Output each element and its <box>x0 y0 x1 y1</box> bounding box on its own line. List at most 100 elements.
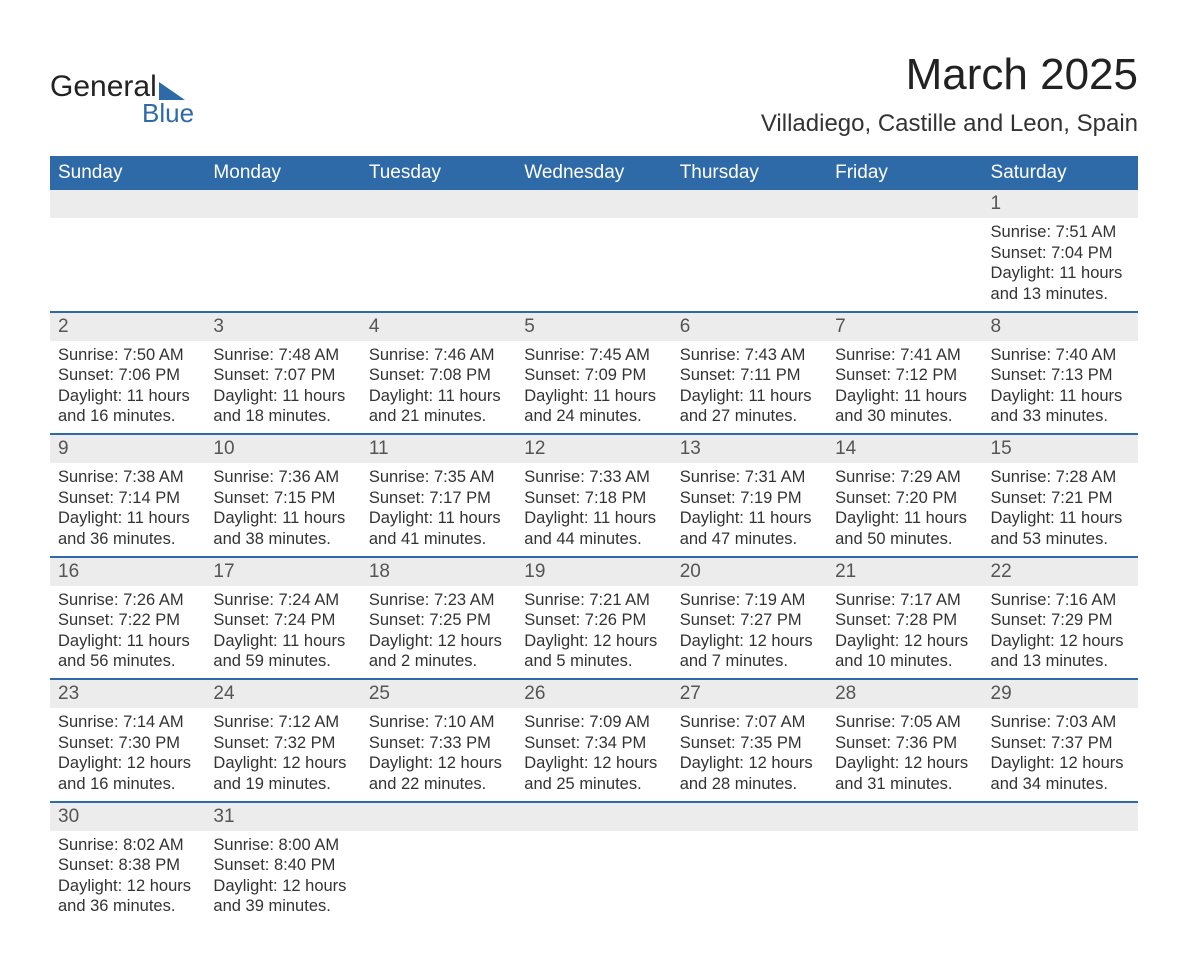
calendar-cell-top: 3 <box>205 312 360 341</box>
calendar-cell-top: 4 <box>361 312 516 341</box>
calendar-cell-top <box>50 190 205 218</box>
daylight-line: Daylight: 12 hours and 2 minutes. <box>369 631 508 672</box>
calendar-cell-top <box>983 802 1138 831</box>
calendar-cell-body: Sunrise: 8:02 AMSunset: 8:38 PMDaylight:… <box>50 831 205 924</box>
calendar-cell-body: Sunrise: 8:00 AMSunset: 8:40 PMDaylight:… <box>205 831 360 924</box>
daylight-line: Daylight: 12 hours and 5 minutes. <box>524 631 663 672</box>
day-number: 10 <box>205 435 360 463</box>
day-number: 16 <box>50 558 205 586</box>
day-number: 8 <box>983 313 1138 341</box>
day-number: 31 <box>205 803 360 831</box>
sunset-line: Sunset: 7:12 PM <box>835 365 974 386</box>
calendar-cell-body <box>983 831 1138 924</box>
day-cell: Sunrise: 7:46 AMSunset: 7:08 PMDaylight:… <box>361 341 516 434</box>
calendar-cell-top <box>516 190 671 218</box>
day-number: 3 <box>205 313 360 341</box>
calendar-cell-top: 1 <box>983 190 1138 218</box>
day-number: 25 <box>361 680 516 708</box>
sunset-line: Sunset: 7:37 PM <box>991 733 1130 754</box>
sunrise-line: Sunrise: 7:21 AM <box>524 590 663 611</box>
day-cell: Sunrise: 7:14 AMSunset: 7:30 PMDaylight:… <box>50 708 205 801</box>
sunset-line: Sunset: 7:08 PM <box>369 365 508 386</box>
daylight-line: Daylight: 12 hours and 7 minutes. <box>680 631 819 672</box>
sunset-line: Sunset: 7:19 PM <box>680 488 819 509</box>
day-cell: Sunrise: 8:02 AMSunset: 8:38 PMDaylight:… <box>50 831 205 924</box>
logo-text-a: General <box>50 70 157 104</box>
day-cell: Sunrise: 7:33 AMSunset: 7:18 PMDaylight:… <box>516 463 671 556</box>
day-cell: Sunrise: 8:00 AMSunset: 8:40 PMDaylight:… <box>205 831 360 924</box>
calendar-cell-body <box>50 218 205 312</box>
calendar-cell-top: 17 <box>205 557 360 586</box>
sunrise-line: Sunrise: 7:24 AM <box>213 590 352 611</box>
calendar-cell-body <box>361 218 516 312</box>
calendar-cell-top: 2 <box>50 312 205 341</box>
calendar-cell-top: 20 <box>672 557 827 586</box>
day-number: 23 <box>50 680 205 708</box>
calendar-cell-top: 14 <box>827 434 982 463</box>
daylight-line: Daylight: 12 hours and 28 minutes. <box>680 753 819 794</box>
day-number: 28 <box>827 680 982 708</box>
daylight-line: Daylight: 12 hours and 25 minutes. <box>524 753 663 794</box>
sunset-line: Sunset: 7:17 PM <box>369 488 508 509</box>
calendar-cell-body: Sunrise: 7:46 AMSunset: 7:08 PMDaylight:… <box>361 341 516 435</box>
daylight-line: Daylight: 11 hours and 21 minutes. <box>369 386 508 427</box>
sunrise-line: Sunrise: 7:33 AM <box>524 467 663 488</box>
sunset-line: Sunset: 7:21 PM <box>991 488 1130 509</box>
sunset-line: Sunset: 7:34 PM <box>524 733 663 754</box>
day-cell: Sunrise: 7:38 AMSunset: 7:14 PMDaylight:… <box>50 463 205 556</box>
day-number: 11 <box>361 435 516 463</box>
sunset-line: Sunset: 7:11 PM <box>680 365 819 386</box>
calendar-cell-top: 30 <box>50 802 205 831</box>
sunset-line: Sunset: 7:28 PM <box>835 610 974 631</box>
calendar-cell-top: 12 <box>516 434 671 463</box>
calendar-cell-body: Sunrise: 7:43 AMSunset: 7:11 PMDaylight:… <box>672 341 827 435</box>
daylight-line: Daylight: 12 hours and 16 minutes. <box>58 753 197 794</box>
sunset-line: Sunset: 7:32 PM <box>213 733 352 754</box>
calendar-cell-body: Sunrise: 7:10 AMSunset: 7:33 PMDaylight:… <box>361 708 516 802</box>
sunrise-line: Sunrise: 7:48 AM <box>213 345 352 366</box>
calendar-cell-body: Sunrise: 7:05 AMSunset: 7:36 PMDaylight:… <box>827 708 982 802</box>
sunrise-line: Sunrise: 7:28 AM <box>991 467 1130 488</box>
calendar-cell-top <box>361 802 516 831</box>
daylight-line: Daylight: 11 hours and 44 minutes. <box>524 508 663 549</box>
day-cell: Sunrise: 7:43 AMSunset: 7:11 PMDaylight:… <box>672 341 827 434</box>
sunrise-line: Sunrise: 7:09 AM <box>524 712 663 733</box>
calendar-table: Sunday Monday Tuesday Wednesday Thursday… <box>50 156 1138 923</box>
day-number: 1 <box>983 190 1138 218</box>
sunset-line: Sunset: 8:40 PM <box>213 855 352 876</box>
day-number: 26 <box>516 680 671 708</box>
daylight-line: Daylight: 11 hours and 59 minutes. <box>213 631 352 672</box>
day-number: 27 <box>672 680 827 708</box>
sunrise-line: Sunrise: 7:35 AM <box>369 467 508 488</box>
sunset-line: Sunset: 7:22 PM <box>58 610 197 631</box>
calendar-cell-body: Sunrise: 7:17 AMSunset: 7:28 PMDaylight:… <box>827 586 982 680</box>
calendar-cell-top: 8 <box>983 312 1138 341</box>
daylight-line: Daylight: 11 hours and 18 minutes. <box>213 386 352 427</box>
sunset-line: Sunset: 7:06 PM <box>58 365 197 386</box>
sunrise-line: Sunrise: 7:12 AM <box>213 712 352 733</box>
sunrise-line: Sunrise: 7:17 AM <box>835 590 974 611</box>
sunrise-line: Sunrise: 7:50 AM <box>58 345 197 366</box>
sunrise-line: Sunrise: 7:40 AM <box>991 345 1130 366</box>
day-cell: Sunrise: 7:51 AMSunset: 7:04 PMDaylight:… <box>983 218 1138 311</box>
day-cell: Sunrise: 7:23 AMSunset: 7:25 PMDaylight:… <box>361 586 516 679</box>
sunrise-line: Sunrise: 7:36 AM <box>213 467 352 488</box>
calendar-cell-body: Sunrise: 7:33 AMSunset: 7:18 PMDaylight:… <box>516 463 671 557</box>
day-number: 6 <box>672 313 827 341</box>
sunrise-line: Sunrise: 7:07 AM <box>680 712 819 733</box>
day-number: 5 <box>516 313 671 341</box>
calendar-cell-top: 13 <box>672 434 827 463</box>
calendar-cell-body: Sunrise: 7:38 AMSunset: 7:14 PMDaylight:… <box>50 463 205 557</box>
calendar-cell-body <box>516 831 671 924</box>
day-number: 30 <box>50 803 205 831</box>
calendar-cell-body: Sunrise: 7:12 AMSunset: 7:32 PMDaylight:… <box>205 708 360 802</box>
daylight-line: Daylight: 11 hours and 38 minutes. <box>213 508 352 549</box>
day-number: 22 <box>983 558 1138 586</box>
sunrise-line: Sunrise: 7:46 AM <box>369 345 508 366</box>
sunset-line: Sunset: 7:33 PM <box>369 733 508 754</box>
daylight-line: Daylight: 12 hours and 10 minutes. <box>835 631 974 672</box>
day-number: 12 <box>516 435 671 463</box>
weekday-header: Tuesday <box>361 156 516 190</box>
sunset-line: Sunset: 7:20 PM <box>835 488 974 509</box>
sunrise-line: Sunrise: 8:00 AM <box>213 835 352 856</box>
